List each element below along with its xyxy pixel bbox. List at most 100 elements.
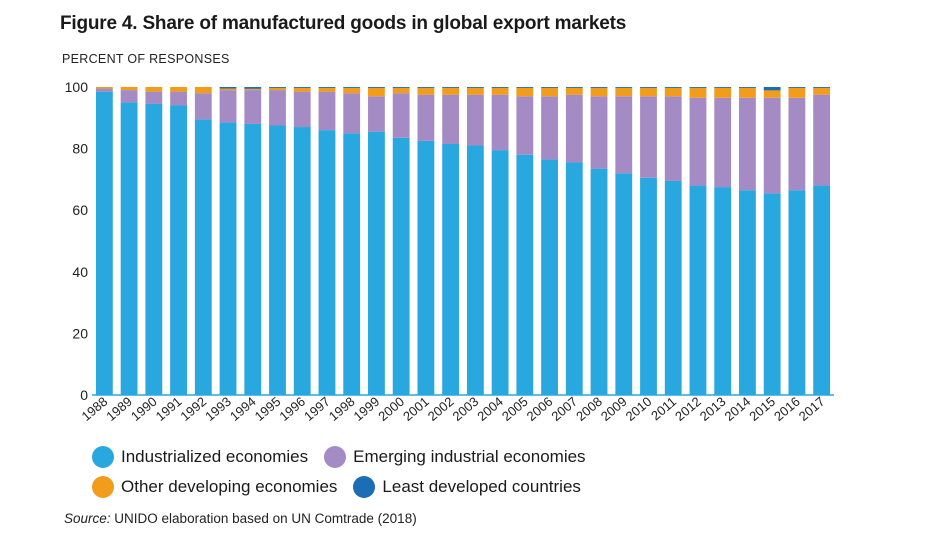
x-tick-label: 1996 [276, 394, 308, 424]
bar-segment-emerging [145, 91, 163, 104]
bar-segment-emerging [368, 96, 385, 132]
bar-segment-emerging [417, 94, 435, 141]
legend-swatch-emerging [324, 446, 347, 468]
bar-segment-other [318, 87, 336, 92]
bar-segment-least [739, 87, 756, 88]
legend-swatch-least [353, 476, 376, 498]
bar-segment-emerging [664, 96, 682, 181]
bar-segment-emerging [269, 90, 286, 126]
bar-segment-industrialized [664, 180, 682, 395]
bar-segment-other [293, 87, 311, 92]
bar-segment-emerging [516, 96, 534, 155]
bar-segment-other [739, 87, 756, 98]
x-tick-label: 2003 [449, 394, 481, 424]
bar-segment-other [442, 87, 460, 95]
x-tick-label: 1990 [128, 394, 160, 424]
x-tick-label: 1999 [351, 394, 383, 424]
bar-segment-other [343, 87, 361, 94]
bar-segment-least [269, 87, 286, 88]
bar-segment-emerging [170, 91, 187, 106]
x-tick-label: 1992 [177, 394, 209, 424]
bar-segment-other [664, 87, 682, 97]
bar-segment-emerging [219, 90, 237, 123]
x-tick-label: 2007 [548, 394, 580, 424]
bar-segment-industrialized [244, 123, 262, 396]
bar-segment-other [565, 87, 583, 95]
source-label: Source: [64, 511, 111, 526]
legend-row: Industrialized economies Emerging indust… [92, 442, 602, 472]
stacked-bar-chart: 0204060801001988198919901991199219931994… [65, 79, 834, 424]
bar-segment-industrialized [417, 140, 435, 395]
legend-swatch-industrialized [92, 446, 114, 468]
bar-segment-emerging [689, 97, 707, 186]
bar-segment-industrialized [343, 133, 361, 395]
bar-segment-emerging [95, 88, 113, 92]
bar-segment-other [145, 87, 163, 92]
bar-segment-least [763, 87, 781, 91]
bar-segment-industrialized [466, 145, 484, 395]
bar-segment-industrialized [145, 103, 163, 395]
bar-segment-emerging [615, 96, 633, 174]
bar-segment-least [788, 87, 806, 88]
bar-segment-other [491, 87, 509, 95]
bar-segment-least [640, 87, 657, 88]
bar-segment-industrialized [194, 119, 212, 395]
x-tick-label: 2012 [672, 394, 704, 424]
bar-segment-least [244, 87, 262, 89]
legend-item-least: Least developed countries [353, 476, 581, 498]
legend-row: Other developing economies Least develop… [92, 472, 602, 502]
bar-segment-emerging [813, 94, 831, 186]
bar-segment-least [491, 87, 509, 88]
x-tick-label: 2000 [375, 394, 407, 424]
bar-segment-least [714, 87, 732, 88]
bar-segment-least [541, 87, 558, 88]
bar-segment-emerging [763, 97, 781, 194]
bar-segment-industrialized [491, 150, 509, 395]
bar-segment-other [788, 87, 806, 98]
bar-segment-industrialized [95, 91, 113, 396]
x-tick-label: 2009 [598, 394, 630, 424]
x-tick-label: 1998 [326, 394, 358, 424]
x-tick-label: 2006 [524, 394, 556, 424]
bar-segment-industrialized [516, 154, 534, 395]
bar-segment-other [689, 87, 707, 98]
legend-label-least: Least developed countries [382, 477, 581, 496]
bar-segment-industrialized [640, 177, 657, 395]
bar-segment-other [615, 87, 633, 97]
bar-segment-other [813, 87, 831, 95]
bar-segment-emerging [244, 90, 262, 124]
legend-item-industrialized: Industrialized economies [92, 446, 308, 468]
bar-segment-industrialized [615, 173, 633, 395]
x-tick-label: 1991 [153, 394, 185, 424]
legend-label-emerging: Emerging industrial economies [353, 447, 586, 466]
bar-segment-least [516, 87, 534, 88]
y-tick-label: 0 [80, 387, 88, 403]
bar-segment-other [541, 87, 558, 97]
bar-segment-least [293, 87, 311, 88]
bar-segment-least [219, 87, 237, 89]
x-tick-label: 2008 [573, 394, 605, 424]
bar-segment-least [590, 87, 608, 88]
bar-segment-emerging [739, 97, 756, 191]
bar-segment-least [813, 87, 831, 88]
bar-segment-least [664, 87, 682, 88]
bar-segment-least [417, 87, 435, 88]
legend-label-industrialized: Industrialized economies [121, 447, 309, 466]
x-tick-label: 2015 [746, 394, 778, 424]
bar-segment-other [269, 87, 286, 91]
bar-segment-least [343, 87, 361, 88]
bar-segment-emerging [442, 94, 460, 144]
bar-segment-emerging [293, 91, 311, 128]
bar-segment-other [516, 87, 534, 97]
bar-segment-emerging [343, 93, 361, 134]
bar-segment-industrialized [565, 162, 583, 395]
x-tick-label: 1995 [252, 394, 284, 424]
bar-segment-emerging [714, 97, 732, 188]
bar-segment-industrialized [541, 159, 558, 395]
x-tick-label: 2016 [771, 394, 803, 424]
bar-segment-industrialized [318, 130, 336, 395]
x-tick-label: 1994 [227, 394, 259, 424]
x-tick-label: 1997 [301, 394, 333, 424]
bar-segment-other [417, 87, 435, 95]
legend-swatch-other [92, 476, 114, 498]
